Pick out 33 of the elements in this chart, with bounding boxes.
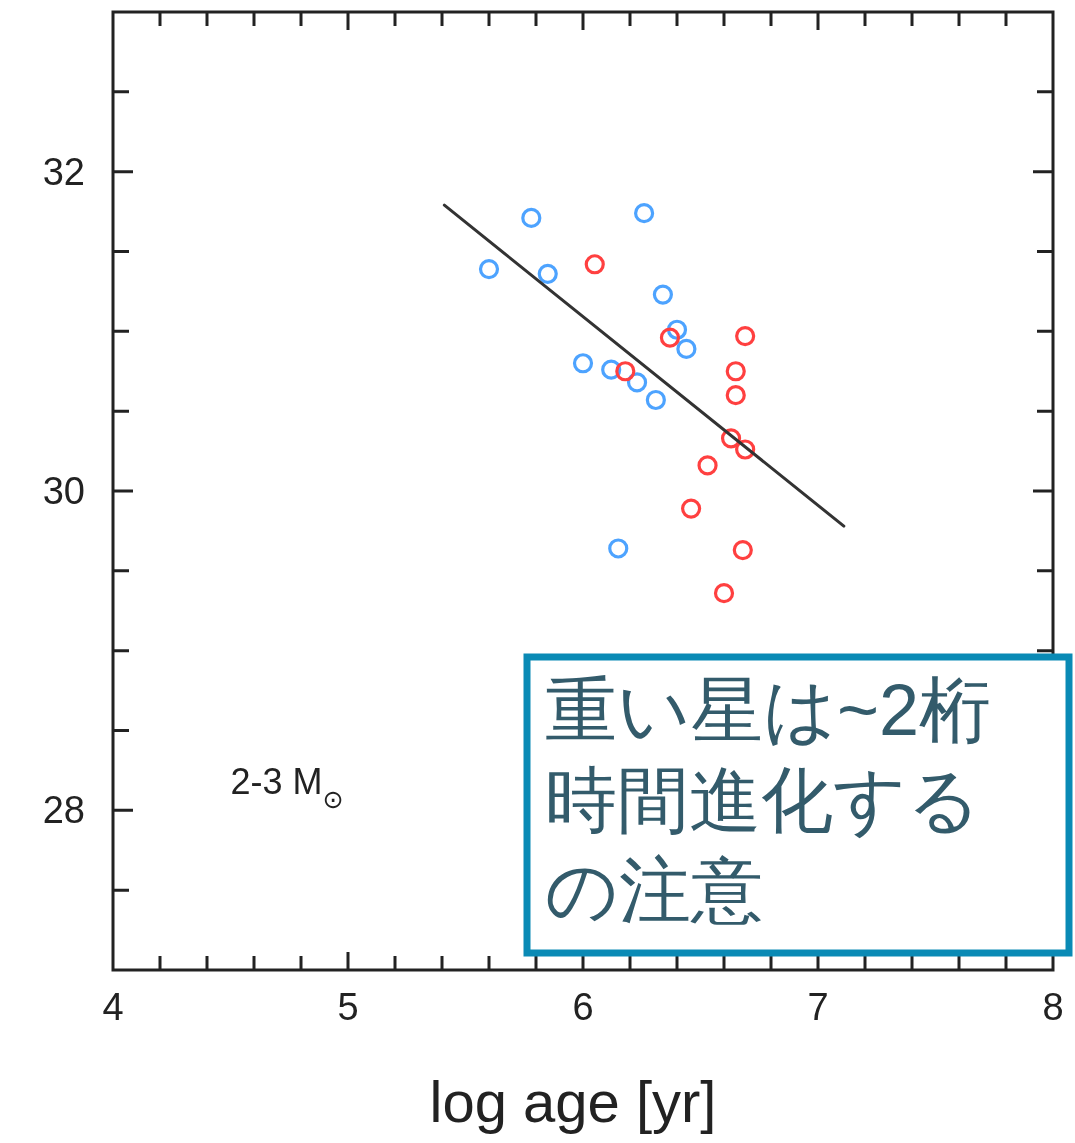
point [645,389,666,411]
point [537,263,558,284]
point [725,361,746,382]
point [713,583,735,604]
point [615,361,636,382]
annotation: 2-3 M$_{⊙}$ [230,761,344,814]
point [676,338,697,359]
point [634,203,655,224]
x-tick-label: 5 [337,986,359,1028]
x-tick-label: 7 [807,986,829,1028]
x-axis-title: log age [yr] [429,1069,717,1134]
point [478,258,500,280]
point [735,326,756,347]
point [608,538,629,559]
point [584,254,605,275]
point [697,455,718,476]
point [521,207,542,229]
y-tick-label: 30 [42,470,85,512]
annotation: 重い星は~2桁時間進化するの注意 [523,653,1073,957]
point [725,385,746,406]
point [735,439,756,460]
point [572,353,594,374]
point [652,284,673,305]
y-tick-label: 32 [42,150,85,193]
point [720,428,742,449]
annotation: 重い星は~2桁時間進化するの注意 [545,670,992,930]
point [732,539,753,561]
x-tick-label: 8 [1042,986,1064,1028]
x-tick-label: 4 [102,986,124,1028]
y-tick-label: 28 [42,789,85,832]
point [659,327,681,348]
point [681,498,702,519]
x-tick-label: 6 [572,986,594,1028]
